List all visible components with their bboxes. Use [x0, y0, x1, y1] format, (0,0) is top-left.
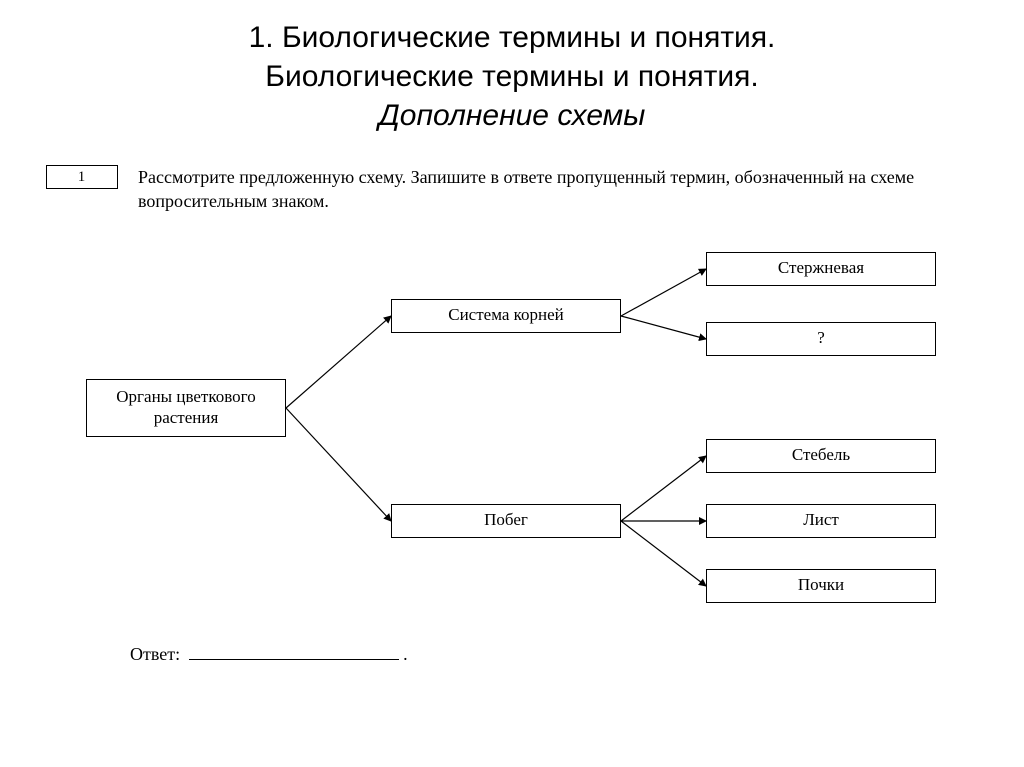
- answer-label: Ответ:: [130, 644, 180, 664]
- node-roots: Система корней: [391, 299, 621, 333]
- node-shoot: Побег: [391, 504, 621, 538]
- task-text: Рассмотрите предложенную схему. Запишите…: [138, 165, 984, 214]
- title-line-3: Дополнение схемы: [0, 96, 1024, 135]
- node-root: Органы цветкового растения: [86, 379, 286, 437]
- edge-shoot-stem: [621, 456, 706, 521]
- edge-shoot-buds: [621, 521, 706, 586]
- node-stem: Стебель: [706, 439, 936, 473]
- answer-suffix: .: [403, 644, 408, 664]
- node-q: ?: [706, 322, 936, 356]
- task-row: 1 Рассмотрите предложенную схему. Запиши…: [46, 165, 984, 214]
- title-line-2: Биологические термины и понятия.: [0, 57, 1024, 96]
- title-line-1: 1. Биологические термины и понятия.: [0, 18, 1024, 57]
- node-leaf: Лист: [706, 504, 936, 538]
- task-number: 1: [46, 165, 118, 189]
- node-buds: Почки: [706, 569, 936, 603]
- node-tap: Стержневая: [706, 252, 936, 286]
- edge-root-shoot: [286, 408, 391, 521]
- answer-blank[interactable]: [189, 645, 399, 660]
- edge-roots-q: [621, 316, 706, 339]
- edge-roots-tap: [621, 269, 706, 316]
- answer-row: Ответ: .: [130, 644, 1024, 665]
- edge-root-roots: [286, 316, 391, 408]
- page-title: 1. Биологические термины и понятия. Биол…: [0, 0, 1024, 135]
- diagram: Органы цветкового растения Система корней…: [46, 234, 976, 634]
